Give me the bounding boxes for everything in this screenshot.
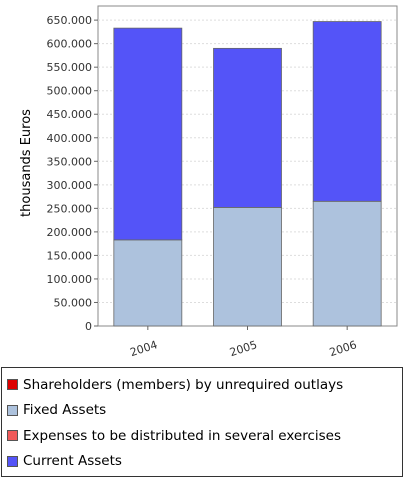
y-tick-label: 0: [85, 320, 92, 333]
x-tick-label: 2005: [228, 338, 259, 359]
bar-segment: [113, 27, 183, 241]
y-tick-label: 50.000: [54, 296, 93, 309]
legend-item: Current Assets: [7, 449, 402, 475]
y-tick-label: 450.000: [47, 108, 93, 121]
y-tick-label: 400.000: [47, 132, 93, 145]
bar-segment: [312, 21, 382, 202]
bars: [113, 21, 382, 327]
x-tick-label: 2004: [128, 338, 159, 359]
legend-item: Fixed Assets: [7, 398, 402, 424]
bar-segment: [213, 47, 282, 208]
bar-segment: [113, 239, 183, 327]
y-tick-label: 150.000: [47, 249, 93, 262]
y-tick-label: 550.000: [47, 61, 93, 74]
legend-label: Fixed Assets: [23, 402, 107, 419]
legend-swatch: [7, 430, 18, 442]
x-axis-ticks: 2004 2005 2006: [128, 326, 358, 359]
y-axis-label: thousands Euros: [19, 109, 34, 217]
legend-item: Shareholders (members) by unrequired out…: [7, 372, 402, 398]
bar-segment: [312, 200, 382, 327]
legend-swatch: [7, 379, 18, 391]
y-tick-label: 300.000: [47, 179, 93, 192]
legend-item: Expenses to be distributed in several ex…: [7, 423, 402, 449]
y-tick-label: 250.000: [47, 202, 93, 215]
bar-segment: [213, 207, 282, 327]
y-tick-label: 200.000: [47, 226, 93, 239]
y-axis-ticks: 0 50.000 100.000 150.000 200.000 250.000 300.0…: [47, 14, 98, 333]
y-tick-label: 100.000: [47, 273, 93, 286]
y-tick-label: 650.000: [47, 14, 93, 27]
y-tick-label: 500.000: [47, 85, 93, 98]
legend-label: Shareholders (members) by unrequired out…: [23, 376, 344, 393]
x-tick-label: 2006: [328, 338, 359, 359]
legend-label: Expenses to be distributed in several ex…: [23, 427, 342, 444]
legend: Shareholders (members) by unrequired out…: [1, 367, 403, 477]
legend-label: Current Assets: [23, 453, 122, 470]
bar-chart: 0 50.000 100.000 150.000 200.000 250.000 300.0…: [19, 5, 398, 359]
y-tick-label: 600.000: [47, 38, 93, 51]
legend-swatch: [7, 455, 18, 467]
y-tick-label: 350.000: [47, 155, 93, 168]
legend-swatch: [7, 404, 18, 416]
